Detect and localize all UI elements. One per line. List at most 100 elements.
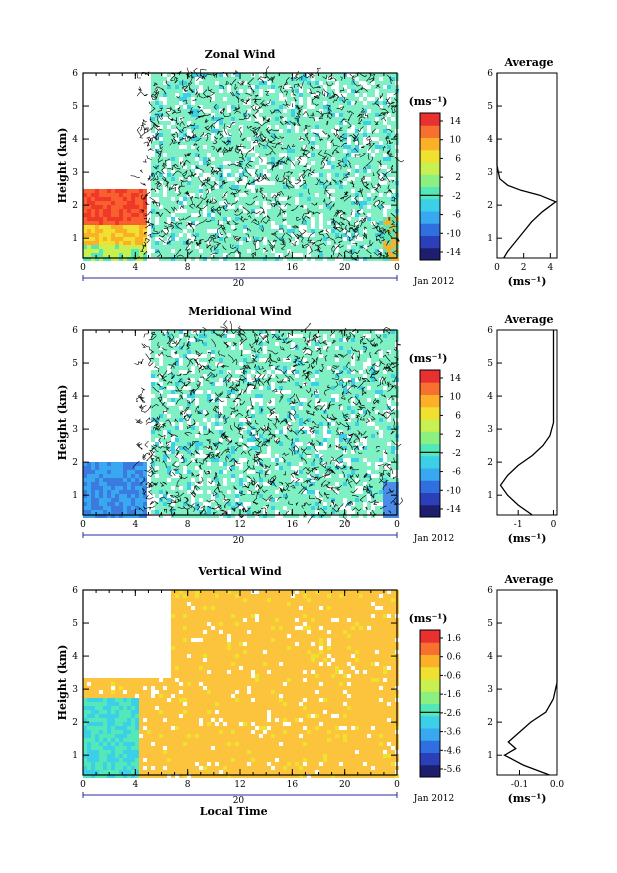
x-axis-label: Local Time: [200, 805, 268, 818]
average-x-tick-label: 0: [494, 263, 500, 273]
y-tick-label: 2: [72, 458, 78, 468]
colorbar-unit: (ms⁻¹): [409, 612, 448, 625]
colorbar-tick-label: -10: [447, 229, 462, 239]
colorbar-swatch: [420, 223, 440, 236]
average-y-tick-label: 2: [487, 718, 493, 728]
average-line: [499, 330, 555, 516]
average-frame: [496, 589, 558, 776]
colorbar-tick-label: 10: [450, 136, 462, 146]
colorbar-frame: [419, 629, 441, 778]
average-profile: Average -1 0 1 2 3 4 5 6 (ms⁻¹): [487, 313, 558, 545]
average-y-tick-label: 3: [487, 168, 493, 178]
colorbar-tick-label: 2: [455, 430, 461, 440]
colorbar-swatch: [420, 480, 440, 493]
colorbar-swatch: [420, 504, 440, 518]
x-tick-label: 20: [339, 780, 351, 790]
colorbar-swatch: [420, 419, 440, 432]
colorbar-swatch: [420, 247, 440, 261]
colorbar-tick-label: -0.6: [444, 671, 462, 681]
colorbar-swatch: [420, 455, 440, 469]
average-line: [503, 590, 558, 776]
average-y-tick-label: 1: [487, 751, 493, 761]
average-y-tick-label: 5: [487, 359, 493, 369]
panel-title: Zonal Wind: [205, 48, 276, 61]
date-label: Jan 2012: [413, 277, 455, 287]
average-y-tick-label: 5: [487, 102, 493, 112]
y-tick-label: 4: [72, 135, 78, 145]
colorbar-swatch: [420, 211, 440, 224]
x-tick-label: 20: [339, 263, 351, 273]
average-profile: Average -0.1 0.0 1 2 3 4 5 6 (ms⁻¹): [487, 573, 564, 805]
y-tick-label: 6: [72, 326, 78, 336]
average-x-tick-label: -1: [514, 520, 523, 530]
y-tick-label: 5: [72, 359, 78, 369]
colorbar-tick-label: -6: [452, 211, 461, 221]
y-tick-label: 3: [72, 685, 78, 695]
heatmap-cells: [83, 590, 399, 778]
x-tick-label: 0: [394, 780, 400, 790]
colorbar-tick-label: 2: [455, 173, 461, 183]
average-x-tick-label: 0.0: [550, 780, 565, 790]
colorbar-tick-label: 6: [455, 154, 461, 164]
y-tick-label: 3: [72, 168, 78, 178]
x-tick-label: 16: [287, 780, 299, 790]
colorbar-swatch: [420, 679, 440, 692]
colorbar-tick-label: -2.6: [444, 709, 462, 719]
colorbar-swatch: [420, 752, 440, 766]
colorbar-tick-label: -4.6: [444, 746, 462, 756]
average-x-label: (ms⁻¹): [508, 532, 547, 545]
average-y-tick-label: 4: [487, 652, 493, 662]
average-x-label: (ms⁻¹): [508, 792, 547, 805]
colorbar-swatch: [420, 468, 440, 481]
y-axis-label: Height (km): [56, 385, 69, 461]
colorbar-unit: (ms⁻¹): [409, 352, 448, 365]
colorbar-swatch: [420, 186, 440, 200]
y-tick-label: 6: [72, 586, 78, 596]
colorbar-swatch: [420, 740, 440, 753]
colorbar-swatch: [420, 703, 440, 717]
average-frame: [496, 329, 558, 516]
x-tick-label: 12: [234, 520, 245, 530]
colorbar-swatch: [420, 654, 440, 668]
average-y-tick-label: 1: [487, 491, 493, 501]
colorbar-unit: (ms⁻¹): [409, 95, 448, 108]
colorbar-swatch: [420, 137, 440, 151]
average-title: Average: [503, 573, 553, 586]
y-tick-label: 1: [72, 751, 78, 761]
day-label: 20: [233, 279, 245, 289]
x-tick-label: 4: [132, 263, 138, 273]
colorbar-swatch: [420, 235, 440, 249]
panel-title: Vertical Wind: [197, 565, 282, 578]
y-tick-label: 2: [72, 718, 78, 728]
average-y-tick-label: 6: [487, 69, 493, 79]
colorbar-tick-label: -10: [447, 486, 462, 496]
average-y-tick-label: 4: [487, 392, 493, 402]
x-tick-label: 16: [287, 263, 299, 273]
average-y-tick-label: 6: [487, 586, 493, 596]
colorbar-swatch: [420, 431, 440, 444]
y-tick-label: 4: [72, 392, 78, 402]
x-tick-label: 0: [394, 263, 400, 273]
x-tick-label: 0: [80, 520, 86, 530]
y-tick-label: 5: [72, 102, 78, 112]
colorbar-swatch: [420, 162, 440, 175]
colorbar-swatch: [420, 174, 440, 187]
average-y-tick-label: 3: [487, 425, 493, 435]
colorbar-tick-label: -14: [447, 248, 462, 258]
y-axis-label: Height (km): [56, 128, 69, 204]
average-line: [496, 73, 558, 259]
average-y-tick-label: 2: [487, 201, 493, 211]
y-axis-label: Height (km): [56, 645, 69, 721]
colorbar-tick-label: 10: [450, 393, 462, 403]
colorbar-tick-label: -1.6: [444, 690, 462, 700]
average-y-tick-label: 2: [487, 458, 493, 468]
y-tick-label: 4: [72, 652, 78, 662]
colorbar-swatch: [420, 642, 440, 655]
colorbar-tick-label: 1.6: [447, 634, 462, 644]
average-y-tick-label: 6: [487, 326, 493, 336]
average-title: Average: [503, 313, 553, 326]
colorbar-swatch: [420, 125, 440, 138]
